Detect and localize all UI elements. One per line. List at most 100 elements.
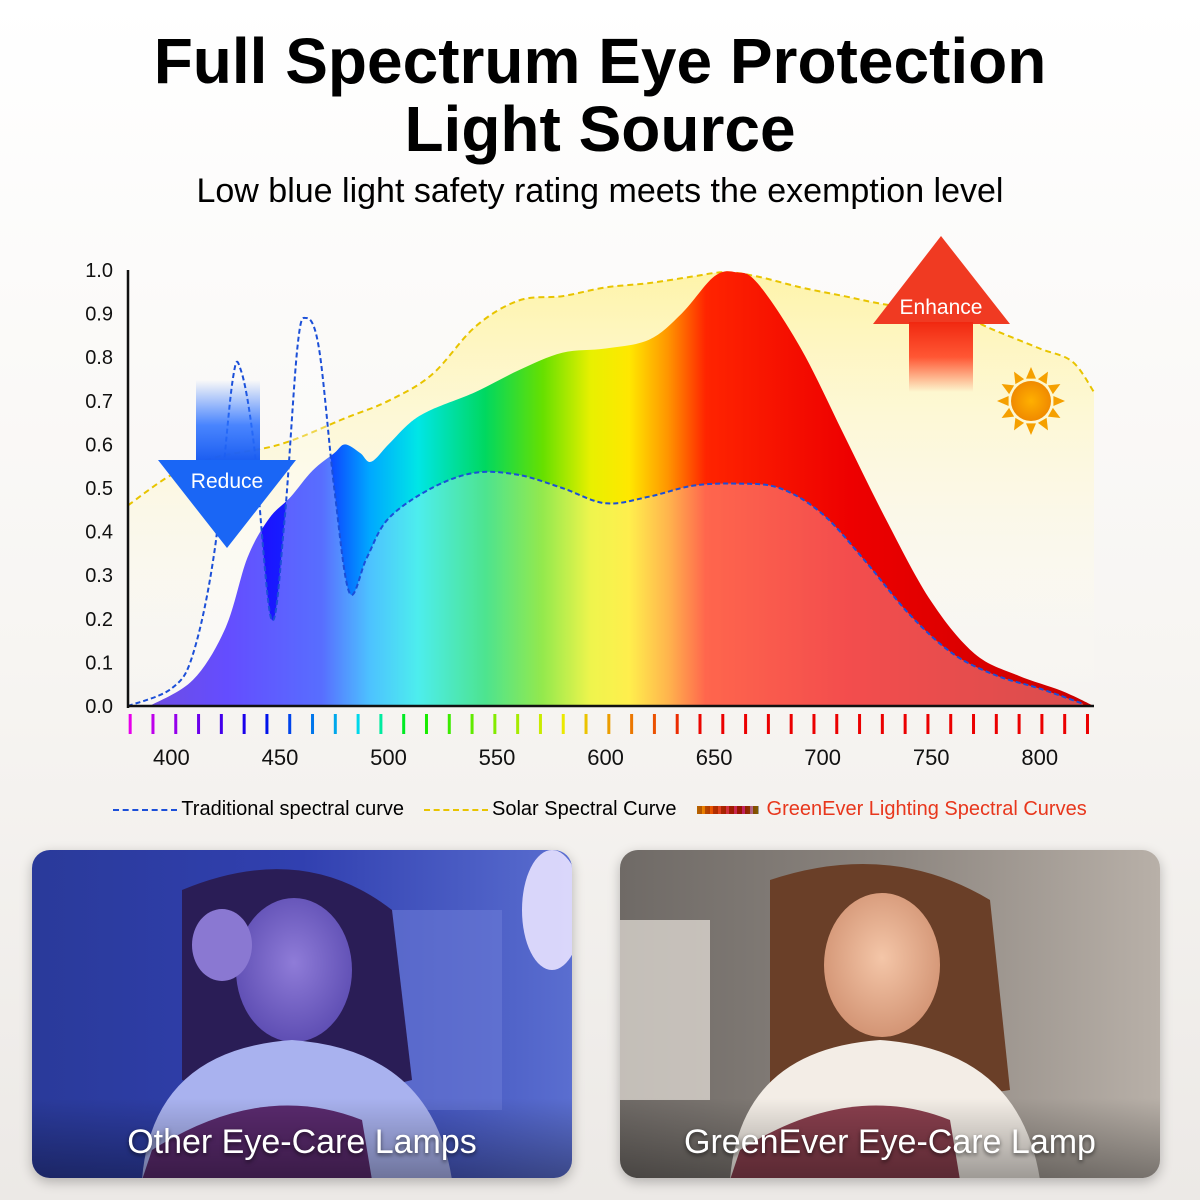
wavelength-bar: [744, 714, 748, 734]
wavelength-bar: [242, 714, 246, 734]
sun-ray: [1037, 417, 1048, 431]
chart-legend: Traditional spectral curve Solar Spectra…: [0, 798, 1200, 821]
wavelength-bar: [1063, 714, 1067, 734]
sun-ray: [1026, 367, 1036, 379]
photo-other-lamps-image: [32, 850, 572, 1178]
caption-other-lamps: Other Eye-Care Lamps: [127, 1123, 477, 1161]
wavelength-bar: [379, 714, 383, 734]
y-tick-label: 1.0: [85, 260, 113, 282]
wavelength-bar: [926, 714, 930, 734]
wavelength-bar: [470, 714, 474, 734]
enhance-label: Enhance: [900, 296, 983, 319]
traditional-curve-layer: [127, 316, 1084, 707]
y-tick-label: 0.5: [85, 478, 113, 500]
photo-greenever-lamp: GreenEver Eye-Care Lamp: [620, 850, 1160, 1178]
x-tick-label: 550: [479, 745, 516, 770]
wavelength-bar: [584, 714, 588, 734]
spectrum-chart: 0.0 0.1 0.2 0.3 0.4 0.5 0.6 0.7 0.8 0.9 1.0 400 450…: [85, 236, 1095, 770]
wavelength-bar: [972, 714, 976, 734]
x-axis-ticks: 400 450 500 550 600 650 700 750 800: [153, 745, 1058, 770]
wavelength-bar: [858, 714, 862, 734]
wavelength-bar: [835, 714, 839, 734]
y-tick-label: 0.0: [85, 696, 113, 718]
enhance-arrow-icon: Enhance: [873, 236, 1010, 392]
wavelength-bar: [265, 714, 269, 734]
greenever-curve-layer: [149, 271, 1094, 706]
sun-ray: [1037, 371, 1048, 385]
photo-greenever-lamp-image: [620, 850, 1160, 1178]
sun-icon: [997, 367, 1065, 435]
sun-ray: [1001, 384, 1015, 395]
reduce-label: Reduce: [191, 470, 263, 493]
x-tick-label: 500: [370, 745, 407, 770]
page-subtitle: Low blue light safety rating meets the e…: [196, 172, 1004, 210]
wavelength-bar: [174, 714, 178, 734]
photo-other-lamps: Other Eye-Care Lamps: [32, 850, 572, 1178]
sun-ray: [1014, 417, 1025, 431]
y-tick-label: 0.4: [85, 522, 113, 544]
wavelength-bar: [333, 714, 337, 734]
legend-item-greenever: GreenEver Lighting Spectral Curves: [696, 798, 1087, 821]
wavelength-bar: [516, 714, 520, 734]
wavelength-bar: [880, 714, 884, 734]
x-tick-label: 650: [696, 745, 733, 770]
wavelength-bar: [447, 714, 451, 734]
wavelength-bar: [219, 714, 223, 734]
wavelength-bar: [698, 714, 702, 734]
y-tick-label: 0.3: [85, 565, 113, 587]
wavelength-bar: [1040, 714, 1044, 734]
wavelength-bar: [402, 714, 406, 734]
sun-ray: [1053, 396, 1065, 406]
sun-ray: [1014, 371, 1025, 385]
x-tick-label: 700: [804, 745, 841, 770]
legend-line-traditional: [113, 808, 178, 811]
legend-item-traditional: Traditional spectral curve: [113, 798, 404, 821]
wavelength-bar: [949, 714, 953, 734]
wavelength-bar: [1085, 714, 1089, 734]
x-tick-label: 750: [913, 745, 950, 770]
y-tick-label: 0.9: [85, 304, 113, 326]
wavelength-bar: [424, 714, 428, 734]
y-tick-label: 0.8: [85, 347, 113, 369]
caption-greenever-lamp: GreenEver Eye-Care Lamp: [684, 1123, 1096, 1161]
wavelength-bar: [721, 714, 725, 734]
page-title-line2: Light Source: [404, 93, 796, 165]
wavelength-bar: [356, 714, 360, 734]
legend-label-greenever: GreenEver Lighting Spectral Curves: [766, 798, 1087, 820]
wavelength-bar: [652, 714, 656, 734]
wavelength-bar: [675, 714, 679, 734]
y-tick-label: 0.2: [85, 609, 113, 631]
reduce-arrow-icon: Reduce: [158, 380, 296, 548]
y-tick-label: 0.6: [85, 434, 113, 456]
caption-shade-right: [620, 1098, 1160, 1178]
x-tick-label: 600: [587, 745, 624, 770]
wavelength-bar: [607, 714, 611, 734]
wavelength-bar: [538, 714, 542, 734]
sun-ray: [1047, 407, 1061, 418]
wavelength-bar: [766, 714, 770, 734]
wavelength-bar: [311, 714, 315, 734]
x-tick-label: 400: [153, 745, 190, 770]
legend-swatch-greenever: [696, 805, 759, 814]
wavelength-bar: [789, 714, 793, 734]
legend-line-solar: [424, 808, 488, 811]
wavelength-bar: [128, 714, 132, 734]
wavelength-color-bars: [128, 714, 1089, 734]
sun-ray: [1026, 423, 1036, 435]
wavelength-bar: [903, 714, 907, 734]
traditional-curve-line: [127, 316, 1084, 707]
wavelength-bar: [151, 714, 155, 734]
wavelength-bar: [561, 714, 565, 734]
legend-label-solar: Solar Spectral Curve: [492, 798, 677, 820]
sun-ray: [997, 396, 1009, 406]
page-title-line1: Full Spectrum Eye Protection: [153, 25, 1047, 97]
x-tick-label: 450: [262, 745, 299, 770]
greenever-curve-fill: [149, 271, 1094, 706]
wavelength-bar: [493, 714, 497, 734]
y-tick-label: 0.7: [85, 391, 113, 413]
sun-ray: [1001, 407, 1015, 418]
y-tick-label: 0.1: [85, 652, 113, 674]
traditional-curve-fill: [128, 317, 1084, 706]
wavelength-bar: [1017, 714, 1021, 734]
wavelength-bar: [630, 714, 634, 734]
